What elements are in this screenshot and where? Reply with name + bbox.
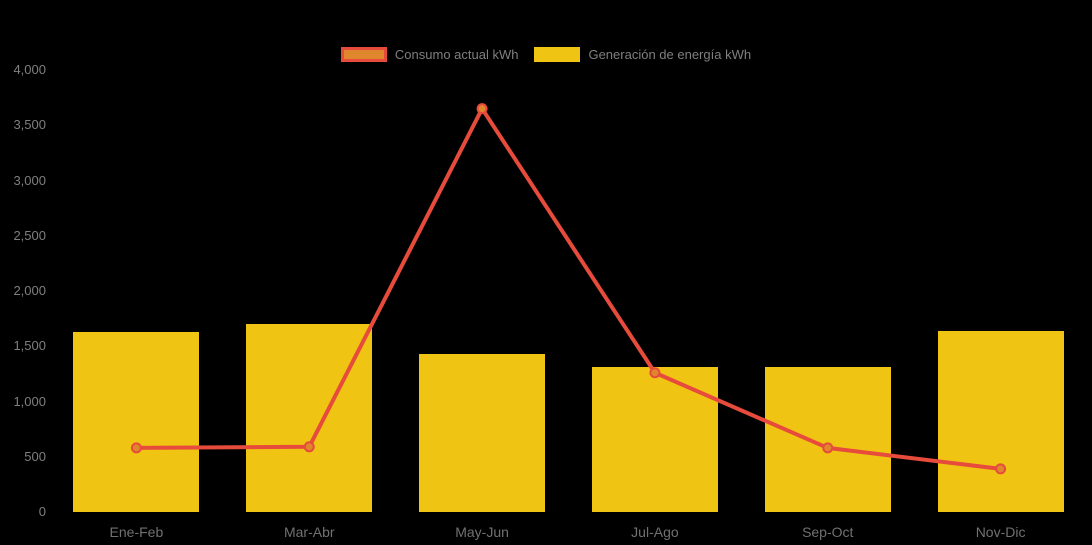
legend: Consumo actual kWh Generación de energía… [0, 47, 1092, 62]
point-consumo [476, 103, 488, 115]
legend-label-consumo-actual: Consumo actual kWh [394, 47, 519, 62]
legend-label-generacion-energia: Generación de energía kWh [588, 47, 752, 62]
point-consumo [303, 441, 315, 453]
y-tick-label: 500 [24, 448, 46, 464]
consumo-line-swatch-icon [340, 47, 387, 62]
x-tick-label: Sep-Oct [802, 524, 854, 540]
x-tick-label: Ene-Feb [109, 524, 164, 540]
x-tick-label: Mar-Abr [283, 524, 335, 540]
line-consumo [134, 106, 1003, 471]
bar-generacion [246, 324, 373, 512]
x-tick-label: Nov-Dic [975, 524, 1026, 540]
y-tick-label: 2,500 [13, 227, 46, 243]
bar-generacion [937, 330, 1064, 512]
y-tick-label: 4,000 [13, 62, 46, 77]
point-consumo [649, 367, 661, 379]
point-consumo [130, 442, 142, 454]
point-consumo [822, 442, 834, 454]
y-tick-label: 2,000 [13, 283, 46, 298]
y-tick-label: 3,500 [13, 117, 46, 133]
y-tick-label: 1,000 [13, 393, 46, 409]
y-tick-label: 1,500 [13, 338, 46, 354]
bar-generacion [73, 331, 200, 512]
x-tick-label: May-Jun [455, 524, 509, 540]
y-tick-label: 0 [38, 504, 46, 519]
y-tick-label: 3,000 [13, 172, 46, 188]
generacion-bar-swatch-icon [534, 47, 581, 62]
bar-generacion [764, 367, 891, 512]
legend-item-consumo-actual[interactable]: Consumo actual kWh [340, 47, 519, 62]
legend-item-generacion-energia[interactable]: Generación de energía kWh [534, 47, 751, 62]
point-consumo [995, 463, 1007, 475]
bar-generacion [419, 353, 546, 512]
x-tick-label: Jul-Ago [631, 524, 679, 540]
